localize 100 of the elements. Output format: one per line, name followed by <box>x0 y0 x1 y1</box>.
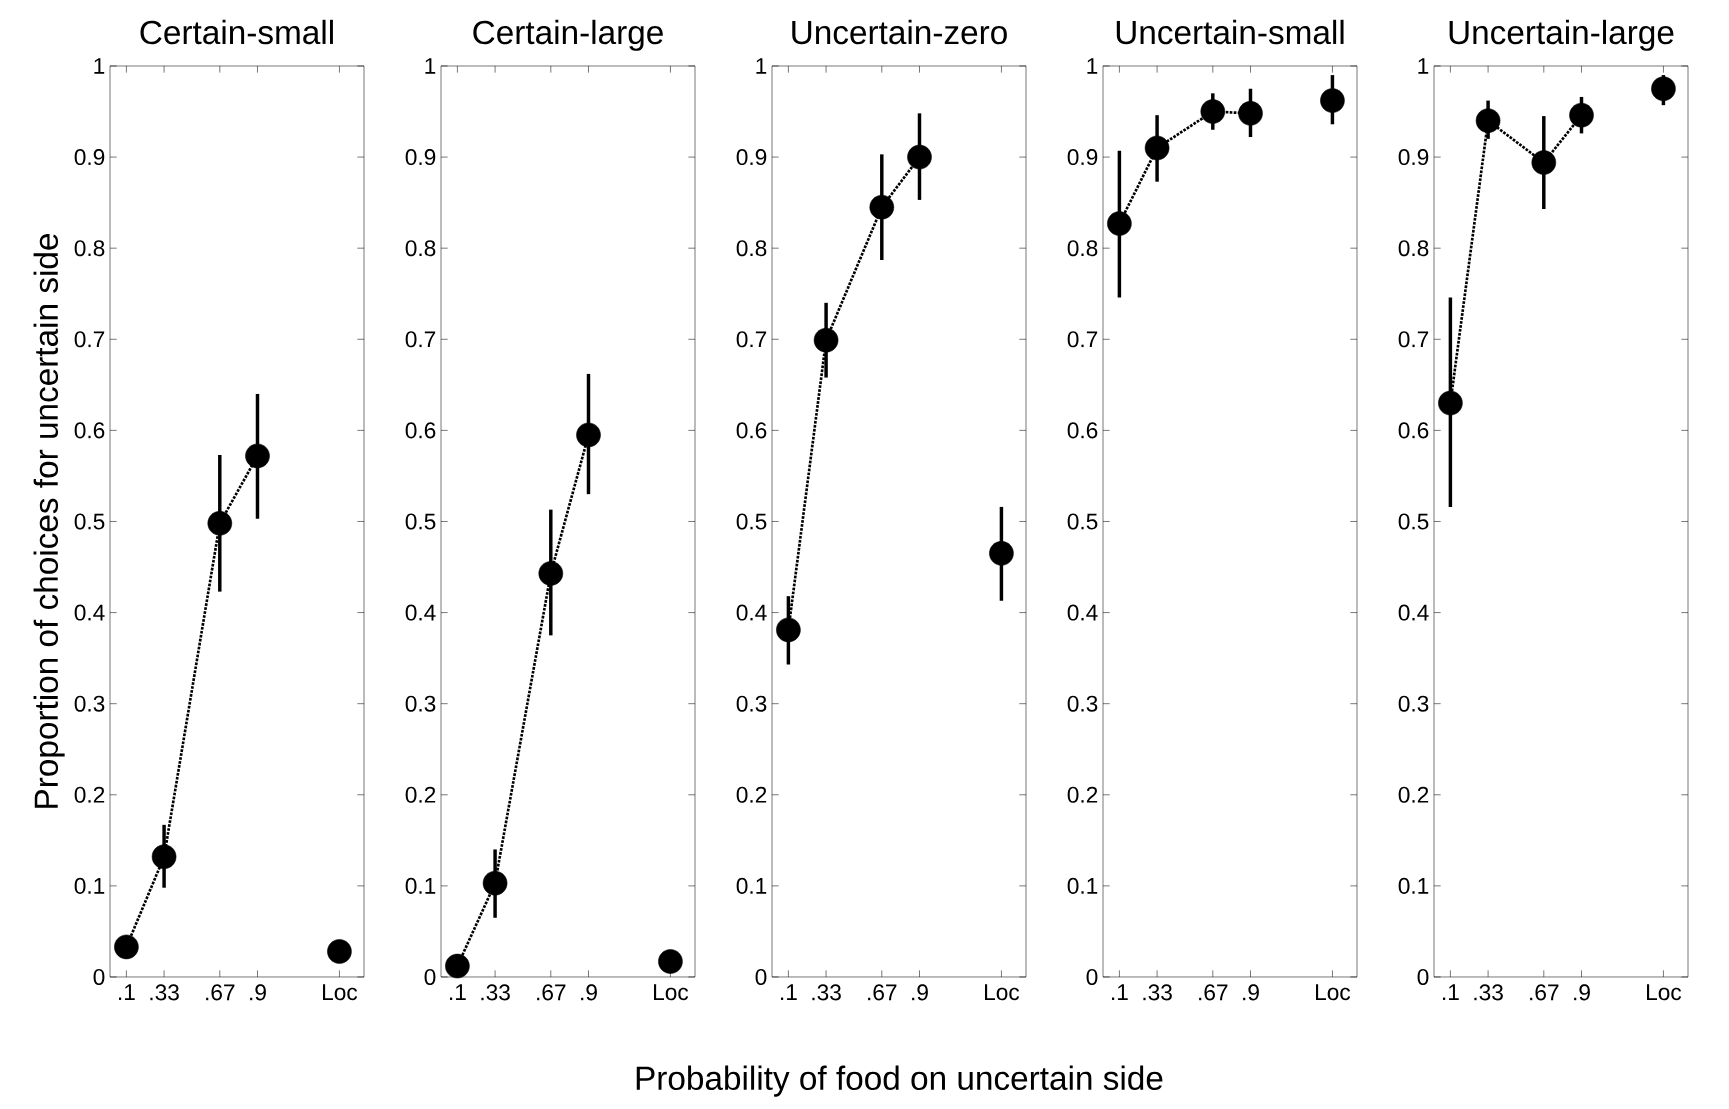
y-tick-label: 0.6 <box>405 422 436 439</box>
y-tick-label: 0.5 <box>1067 513 1098 530</box>
point <box>327 939 352 964</box>
y-tick-label: 0.7 <box>1398 331 1429 348</box>
chart-title: Uncertain-large <box>1449 19 1674 51</box>
x-tick-label: .9 <box>1574 984 1590 1001</box>
y-tick-label: 0.3 <box>405 695 436 712</box>
y-tick-label: 0.4 <box>736 604 767 621</box>
y-tick-label: 0.3 <box>74 695 105 712</box>
point <box>576 422 601 448</box>
y-tick-label: 0.8 <box>405 240 436 257</box>
y-tick-label: 0.6 <box>1067 422 1098 439</box>
point <box>482 870 508 896</box>
y-tick-label: 0.1 <box>405 877 436 894</box>
y-tick-label: 0.2 <box>74 786 105 803</box>
y-tick-label: 1 <box>425 58 436 74</box>
x-tick-label: .1 <box>781 984 797 1000</box>
y-tick-label: 0.6 <box>74 422 105 439</box>
x-tick-label: .67 <box>1199 984 1228 1001</box>
chart-title: Uncertain-small <box>1116 19 1344 45</box>
point <box>245 443 270 469</box>
y-tick-label: 0.6 <box>1398 422 1429 439</box>
y-tick-label: 0.2 <box>405 786 436 803</box>
chart-title: Uncertain-zero <box>792 19 1007 45</box>
x-tick-label: .67 <box>537 984 566 1001</box>
point <box>1438 390 1463 416</box>
x-tick-label: Loc <box>654 984 689 1001</box>
y-tick-label: 0.1 <box>736 877 767 894</box>
point <box>813 327 839 353</box>
y-tick-label: 0.8 <box>1067 240 1098 257</box>
y-tick-label: 0.5 <box>736 513 767 530</box>
x-tick-label: .33 <box>812 984 841 1001</box>
x-tick-label: .9 <box>1243 984 1259 1001</box>
x-tick-label: .1 <box>1443 984 1459 1000</box>
y-tick-label: 0.9 <box>74 149 105 166</box>
x-tick-label: .33 <box>1143 984 1172 1001</box>
y-tick-label: 0.7 <box>736 331 767 348</box>
y-tick-label: 0.1 <box>1067 877 1098 894</box>
chart-title: Certain-small <box>140 19 333 45</box>
y-tick-label: 0.9 <box>736 149 767 166</box>
point <box>1107 211 1132 236</box>
point <box>1320 88 1345 113</box>
x-tick-label: .33 <box>481 984 510 1001</box>
x-tick-label: .33 <box>150 984 179 1001</box>
y-tick-label: 0.3 <box>1398 695 1429 712</box>
y-tick-label: 0.8 <box>74 240 105 257</box>
x-tick-label: .67 <box>1530 984 1559 1001</box>
y-axis-title: Proportion of choices for uncertain side <box>33 234 65 808</box>
y-tick-label: 0.7 <box>405 331 436 348</box>
x-tick-label: Loc <box>1647 984 1682 1001</box>
point <box>869 194 895 220</box>
point <box>989 541 1014 566</box>
x-axis-title: Probability of food on uncertain side <box>636 1065 1163 1097</box>
x-tick-label: Loc <box>1316 984 1351 1001</box>
point <box>776 617 801 643</box>
point <box>1475 108 1501 133</box>
point <box>445 953 470 979</box>
y-tick-label: 0.2 <box>1398 786 1429 803</box>
y-tick-label: 0.1 <box>74 877 105 894</box>
y-tick-label: 1 <box>756 58 767 74</box>
x-tick-label: Loc <box>323 984 358 1001</box>
y-tick-label: 0 <box>93 968 105 986</box>
point <box>1238 101 1263 126</box>
y-tick-label: 0.2 <box>1067 786 1098 803</box>
point <box>207 511 233 536</box>
x-tick-label: .1 <box>1112 984 1128 1000</box>
x-tick-label: .9 <box>912 984 928 1001</box>
y-tick-label: 0 <box>1086 968 1098 986</box>
y-tick-label: 0.7 <box>74 331 105 348</box>
y-tick-label: 0.8 <box>1398 240 1429 257</box>
chart-title: Certain-large <box>473 19 663 51</box>
point <box>114 934 139 960</box>
x-tick-label: .67 <box>206 984 235 1001</box>
point <box>1200 99 1226 124</box>
y-tick-label: 0.5 <box>74 513 105 530</box>
x-tick-label: .9 <box>250 984 266 1001</box>
y-tick-label: 1 <box>1418 58 1429 74</box>
x-tick-label: Loc <box>985 984 1020 1001</box>
y-tick-label: 0 <box>755 968 767 986</box>
y-tick-label: 0.6 <box>736 422 767 439</box>
x-tick-label: .1 <box>119 984 135 1000</box>
y-tick-label: 0.4 <box>1067 604 1098 621</box>
y-tick-label: 0.9 <box>405 149 436 166</box>
y-tick-label: 0.4 <box>1398 604 1429 621</box>
y-tick-label: 0 <box>1417 968 1429 986</box>
y-tick-label: 0.7 <box>1067 331 1098 348</box>
y-tick-label: 0.8 <box>736 240 767 257</box>
y-tick-label: 1 <box>94 58 105 74</box>
point <box>1531 150 1557 175</box>
point <box>1651 76 1676 102</box>
x-tick-label: .9 <box>581 984 597 1001</box>
y-tick-label: 0.1 <box>1398 877 1429 894</box>
point <box>538 561 564 586</box>
y-tick-label: 0.5 <box>405 513 436 530</box>
x-tick-label: .33 <box>1474 984 1503 1001</box>
y-tick-label: 0.3 <box>1067 695 1098 712</box>
y-tick-label: 0.2 <box>736 786 767 803</box>
point <box>907 144 932 170</box>
y-tick-label: 0.4 <box>405 604 436 621</box>
point <box>151 844 177 869</box>
